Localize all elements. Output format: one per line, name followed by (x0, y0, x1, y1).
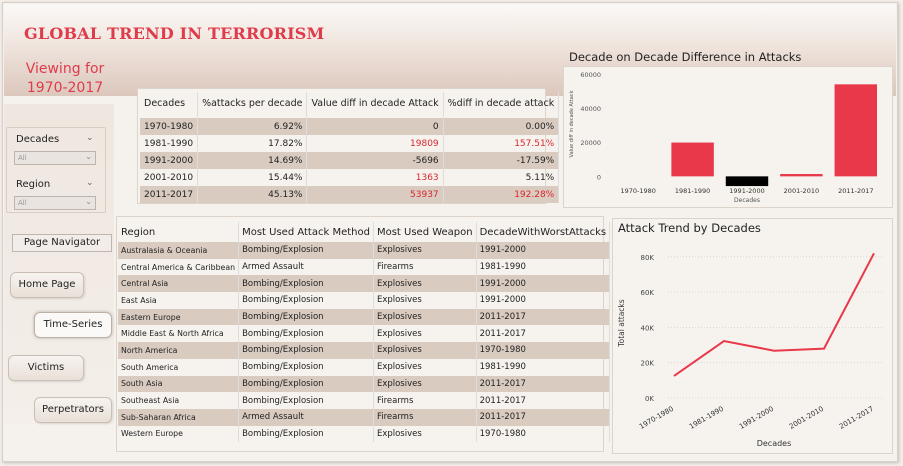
x-tick-label: 1991-2000 (738, 405, 775, 431)
chevron-down-icon: ⌄ (85, 152, 92, 161)
y-axis-label: Value diff in decade Attack (569, 90, 575, 157)
line-chart-panel (612, 218, 893, 454)
bar (671, 142, 714, 177)
column-header[interactable]: Most Used Weapon (373, 222, 477, 242)
region-table: Region Most Used Attack Method Most Used… (118, 222, 611, 443)
bar (725, 176, 769, 187)
page-navigator-title: Page Navigator (12, 234, 112, 252)
table-row[interactable]: Southeast Asia Bombing/Explosion Firearms 2… (118, 392, 611, 409)
y-tick-label: 20000 (580, 139, 601, 147)
line-chart-title: Attack Trend by Decades (618, 221, 761, 235)
x-tick-label: 1981-1990 (688, 405, 725, 431)
region-dropdown[interactable]: All ⌄ (14, 196, 96, 210)
x-axis-label: Decades (757, 439, 792, 448)
x-tick-label: 1970-1980 (638, 405, 675, 431)
chevron-down-icon: ⌄ (85, 197, 92, 206)
y-axis-label: Total attacks (617, 299, 626, 347)
column-header[interactable]: DecadeWithWorstAttacks (476, 222, 611, 242)
table-row[interactable]: Middle East & North Africa Bombing/Explos… (118, 325, 611, 343)
table-row[interactable]: 2001-2010 15.44% 1363 5.11% (140, 169, 560, 186)
time-series-button[interactable]: Time-Series (34, 312, 112, 338)
region-dropdown-value: All (18, 199, 27, 207)
column-header[interactable]: %diff in decade attack (443, 92, 560, 118)
table-row[interactable]: Eastern Europe Bombing/Explosion Explosive… (118, 308, 611, 326)
x-tick-label: 1970-1980 (620, 187, 655, 195)
column-header[interactable]: Region (118, 222, 240, 242)
x-tick-label: 2011-2017 (838, 187, 873, 195)
column-header[interactable]: Most Used Attack Method (238, 222, 374, 242)
region-collapse-icon[interactable]: ⌄ (86, 178, 94, 188)
decades-dropdown[interactable]: All ⌄ (14, 151, 96, 165)
page-title: GLOBAL TREND IN TERRORISM (24, 24, 325, 43)
y-tick-label: 40000 (580, 105, 601, 113)
table-row[interactable]: 2011-2017 45.13% 53937 192.28% (140, 186, 560, 203)
bar-chart-title: Decade on Decade Difference in Attacks (569, 50, 802, 64)
decade-table: Decades %attacks per decade Value diff i… (140, 92, 560, 203)
bar-chart: 0 20000 40000 60000 Value diff in decade Att… (569, 71, 878, 204)
table-row[interactable]: Sub-Saharan Africa Armed Assault Firearms 2… (118, 408, 611, 426)
slicer-panel (6, 127, 106, 213)
table-row[interactable]: South America Bombing/Explosion Explosives… (118, 358, 611, 376)
table-header-row: Region Most Used Attack Method Most Used… (118, 222, 611, 242)
y-tick-label: 20K (641, 360, 655, 368)
x-tick-label: 2011-2017 (838, 405, 875, 431)
table-row[interactable]: North America Bombing/Explosion Explosives… (118, 342, 611, 359)
decades-dropdown-value: All (18, 154, 27, 162)
bar (834, 84, 878, 177)
x-axis-label: Decades (734, 197, 760, 204)
table-row[interactable]: Central America & Caribbean Armed Assault… (118, 258, 611, 276)
victims-button[interactable]: Victims (8, 355, 84, 381)
viewing-range: 1970-2017 (26, 80, 104, 96)
perpetrators-button[interactable]: Perpetrators (34, 397, 112, 423)
viewing-period: Viewing for 1970-2017 (20, 60, 110, 98)
y-tick-label: 60K (641, 289, 655, 297)
y-tick-label: 0K (645, 395, 654, 403)
y-tick-label: 60000 (580, 71, 601, 79)
region-slicer-label: Region (16, 179, 51, 190)
y-tick-label: 80K (641, 254, 655, 262)
column-header[interactable]: %attacks per decade (197, 92, 308, 118)
x-tick-label: 1981-1990 (675, 187, 710, 195)
decades-slicer-label: Decades (16, 134, 60, 145)
table-row[interactable]: South Asia Bombing/Explosion Explosives 201… (118, 375, 611, 393)
table-row[interactable]: Australasia & Oceania Bombing/Explosion Ex… (118, 242, 611, 259)
line-chart: 0K 20K 40K 60K 80K Total attacks 1970-1980 1981… (617, 252, 882, 448)
y-tick-label: 0 (597, 173, 601, 181)
x-tick-label: 1991-2000 (729, 187, 764, 195)
column-header[interactable]: Value diff in decade Attack (306, 92, 444, 118)
x-tick-label: 2001-2010 (784, 187, 819, 195)
home-page-button[interactable]: Home Page (10, 272, 84, 298)
bar (780, 174, 823, 177)
x-tick-label: 2001-2010 (788, 405, 825, 431)
viewing-label: Viewing for (25, 61, 105, 77)
table-row[interactable]: 1991-2000 14.69% -5696 -17.59% (140, 152, 560, 169)
table-header-row: Decades %attacks per decade Value diff i… (140, 92, 560, 118)
table-row[interactable]: Western Europe Bombing/Explosion Explosive… (118, 425, 611, 443)
decades-collapse-icon[interactable]: ⌄ (86, 133, 94, 143)
column-header[interactable]: Decades (140, 92, 199, 118)
y-tick-label: 40K (641, 324, 655, 332)
table-row[interactable]: 1981-1990 17.82% 19809 157.51% (140, 135, 560, 152)
table-row[interactable]: East Asia Bombing/Explosion Explosives 1991… (118, 292, 611, 309)
table-row[interactable]: Central Asia Bombing/Explosion Explosives 1… (118, 275, 611, 293)
series-line (673, 252, 875, 377)
table-row[interactable]: 1970-1980 6.92% 0 0.00% (140, 118, 560, 135)
